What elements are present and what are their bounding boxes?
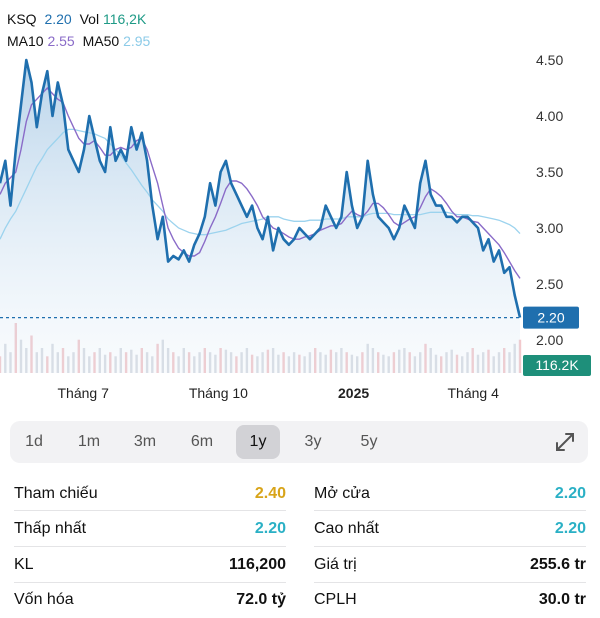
stats-row: KL 116,200 Giá trị 255.6 tr [0, 547, 600, 583]
open-label: Mở cửa [314, 485, 370, 502]
stats-row: Vốn hóa 72.0 tỷ CPLH 30.0 tr [0, 582, 600, 618]
high-value: 2.20 [554, 520, 586, 537]
value-value: 255.6 tr [529, 556, 586, 573]
value-label: Giá trị [314, 556, 357, 573]
market-cap-label: Vốn hóa [14, 591, 74, 608]
x-tick-label: Tháng 10 [189, 385, 248, 401]
range-3y[interactable]: 3y [304, 433, 322, 450]
expand-icon[interactable] [554, 431, 576, 453]
y-tick-label: 3.50 [536, 164, 563, 180]
y-tick-label: 4.50 [536, 52, 563, 68]
quote-header: KSQ 2.20 Vol 116,2K [7, 11, 146, 27]
low-value: 2.20 [254, 520, 286, 537]
volume-value: 116,2K [102, 11, 147, 27]
divider [314, 546, 586, 547]
divider [14, 546, 286, 547]
ma50-label: MA50 [82, 33, 120, 49]
x-tick-label: Tháng 7 [58, 385, 110, 401]
y-axis: 4.50 4.00 3.50 3.00 2.50 2.00 [536, 52, 563, 348]
shares-label: CPLH [314, 591, 357, 608]
high-label: Cao nhất [314, 520, 379, 537]
range-3m[interactable]: 3m [133, 433, 157, 450]
x-axis: Tháng 7 Tháng 10 2025 Tháng 4 [58, 385, 500, 401]
stats-row: Tham chiếu 2.40 Mở cửa 2.20 [0, 476, 600, 512]
x-tick-label: 2025 [338, 385, 369, 401]
volume-stat-label: KL [14, 556, 34, 573]
ma10-line [0, 86, 521, 279]
y-tick-label: 3.00 [536, 220, 563, 236]
volume-tag [523, 355, 591, 376]
volume-label: Vol [79, 11, 100, 27]
ma50-value: 2.95 [123, 33, 151, 49]
range-6m[interactable]: 6m [190, 433, 214, 450]
ma-header: MA10 2.55 MA50 2.95 [7, 33, 150, 49]
low-label: Thấp nhất [14, 520, 87, 537]
y-tick-label: 2.00 [536, 332, 563, 348]
range-1d[interactable]: 1d [25, 433, 43, 450]
stats-row: Thấp nhất 2.20 Cao nhất 2.20 [0, 511, 600, 547]
current-price: 2.20 [44, 11, 72, 27]
ma10-value: 2.55 [47, 33, 75, 49]
ma10-label: MA10 [7, 33, 44, 49]
range-1y[interactable]: 1y [236, 425, 280, 459]
y-tick-label: 4.00 [536, 108, 563, 124]
current-price-tag [523, 306, 579, 329]
divider [314, 582, 586, 583]
market-cap-value: 72.0 tỷ [236, 591, 286, 608]
symbol: KSQ [7, 11, 37, 27]
y-tick-label: 2.50 [536, 276, 563, 292]
divider [14, 510, 286, 511]
range-5y[interactable]: 5y [360, 433, 378, 450]
range-selector: 1d 1m 3m 6m 1y 3y 5y [10, 421, 588, 463]
range-1m[interactable]: 1m [77, 433, 101, 450]
reference-label: Tham chiếu [14, 485, 98, 502]
price-line [0, 58, 522, 318]
divider [314, 510, 586, 511]
current-price-tag-text: 2.20 [537, 310, 564, 326]
reference-value: 2.40 [254, 485, 286, 502]
price-chart[interactable]: 4.50 4.00 3.50 3.00 2.50 2.00 Tháng 7 Tháng 10… [0, 0, 600, 410]
volume-stat-value: 116,200 [229, 556, 286, 573]
x-tick-label: Tháng 4 [448, 385, 500, 401]
volume-tag-text: 116.2K [535, 357, 579, 373]
price-area-fill [0, 60, 520, 373]
shares-value: 30.0 tr [538, 591, 586, 608]
divider [14, 582, 286, 583]
open-value: 2.20 [554, 485, 586, 502]
